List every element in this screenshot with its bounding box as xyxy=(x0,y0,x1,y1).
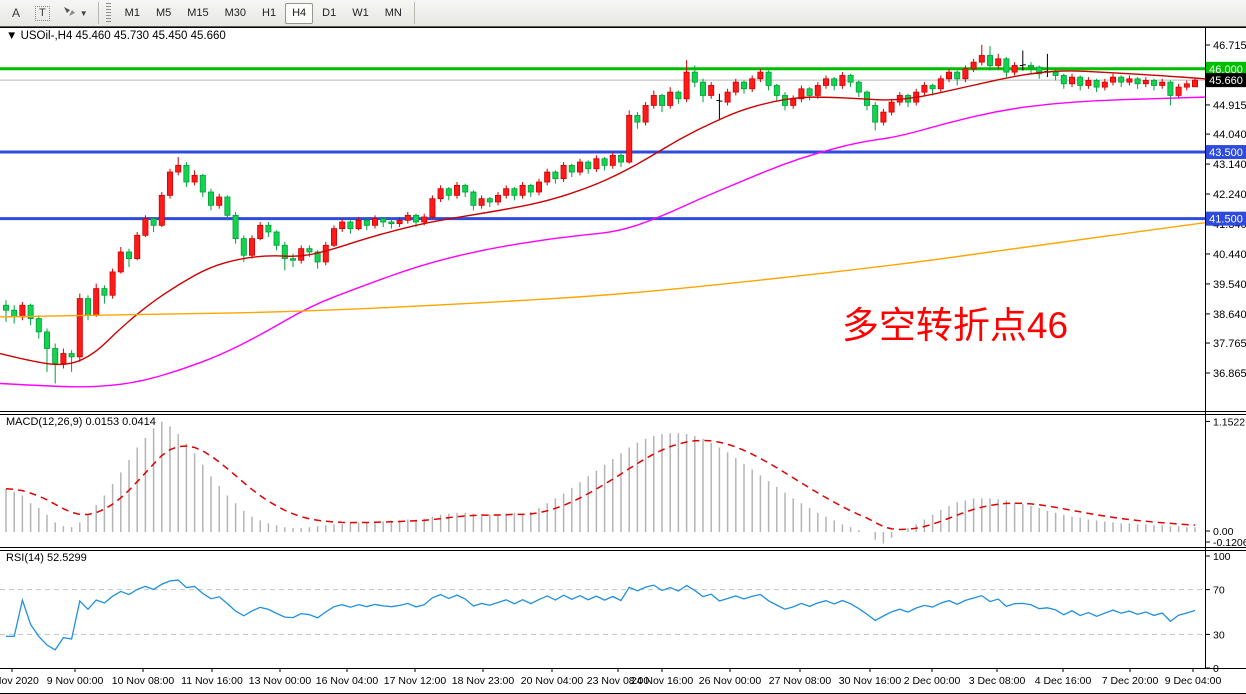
chinese-annotation-text: 多空转折点46 xyxy=(842,305,1068,346)
timeframe-button-mn[interactable]: MN xyxy=(384,7,402,19)
rsi-indicator-label: RSI(14) 52.5299 xyxy=(6,552,87,564)
annotate-letter-button[interactable]: A xyxy=(11,6,20,20)
toolbar-separator xyxy=(97,2,99,24)
arrows-objects-button[interactable]: ▼ xyxy=(57,3,93,24)
time-axis-label: 16 Nov 04:00 xyxy=(316,675,379,687)
timeframe-button-m1[interactable]: M1 xyxy=(124,7,140,19)
macd-indicator-label: MACD(12,26,9) 0.0153 0.0414 xyxy=(6,416,156,428)
price-axis-tick: 43.140 xyxy=(1213,159,1246,171)
timeframe-button-h1[interactable]: H1 xyxy=(262,7,277,19)
rsi-axis-tick: 30 xyxy=(1213,629,1225,641)
time-axis-label: 9 Dec 04:00 xyxy=(1165,675,1222,687)
rsi-axis-tick: 0 xyxy=(1213,663,1219,675)
timeframe-button-group: M1 M5 M15 M30 H1 H4 D1 W1 MN xyxy=(118,2,409,24)
price-axis-tick: 37.765 xyxy=(1213,338,1246,350)
text-box-icon: T xyxy=(35,5,50,21)
time-axis-label: 27 Nov 08:00 xyxy=(769,675,832,687)
time-axis-label: 23 Nov 08:00 xyxy=(587,675,650,687)
timeframe-button-d1[interactable]: D1 xyxy=(322,7,337,19)
symbol-ohlc-readout: ▼ USOil-,H4 45.460 45.730 45.450 45.660 xyxy=(6,30,226,42)
timeframe-button-w1[interactable]: W1 xyxy=(352,7,369,19)
price-axis-tick: 36.865 xyxy=(1213,368,1246,380)
chevron-down-icon: ▼ xyxy=(79,8,88,18)
level-price-badge-label: 46.000 xyxy=(1209,64,1243,76)
price-axis-tick: 40.440 xyxy=(1213,249,1246,261)
macd-axis-tick: -0.1206 xyxy=(1213,537,1246,549)
time-axis-label: 17 Nov 12:00 xyxy=(384,675,447,687)
time-axis-label: 4 Dec 16:00 xyxy=(1035,675,1092,687)
time-axis-label: 30 Nov 16:00 xyxy=(839,675,902,687)
time-axis-label: 24 Nov 16:00 xyxy=(631,675,694,687)
moving-average-fast xyxy=(0,70,1206,366)
moving-average-slow xyxy=(0,221,1206,318)
level-price-badge xyxy=(1206,211,1246,226)
time-axis-label: 18 Nov 23:00 xyxy=(452,675,515,687)
price-axis-tick: 38.640 xyxy=(1213,309,1246,321)
macd-axis-tick: 1.1522 xyxy=(1213,416,1245,428)
price-axis-tick: 42.240 xyxy=(1213,189,1246,201)
time-axis-label: 7 Dec 20:00 xyxy=(1102,675,1159,687)
arrows-icon xyxy=(62,5,77,21)
level-price-badge-label: 41.500 xyxy=(1209,214,1243,226)
symbol-collapse-icon[interactable]: ▼ xyxy=(6,30,21,42)
time-axis-label: 5 Nov 2020 xyxy=(0,675,39,687)
time-axis-label: 11 Nov 16:00 xyxy=(181,675,243,687)
timeframe-button-m30[interactable]: M30 xyxy=(224,7,247,19)
time-axis-label: 3 Dec 08:00 xyxy=(969,675,1026,687)
time-axis-label: 26 Nov 00:00 xyxy=(699,675,762,687)
macd-axis-tick: 0.00 xyxy=(1213,526,1234,538)
chart-toolbar: A T ▼ M1 M5 M15 M30 H1 H4 D1 W1 MN xyxy=(0,0,1246,27)
price-axis-tick: 39.540 xyxy=(1213,279,1246,291)
time-axis-label: 10 Nov 08:00 xyxy=(112,675,175,687)
price-axis-tick: 46.715 xyxy=(1213,40,1246,52)
price-axis-tick: 44.040 xyxy=(1213,129,1246,141)
rsi-axis-tick: 70 xyxy=(1213,585,1225,597)
rsi-axis-tick: 100 xyxy=(1213,551,1231,563)
text-label-button[interactable]: T xyxy=(30,3,55,24)
toolbar-grip-handle[interactable] xyxy=(105,3,111,23)
level-price-badge xyxy=(1206,61,1246,76)
time-axis-label: 2 Dec 00:00 xyxy=(904,675,961,687)
level-price-badge xyxy=(1206,145,1246,160)
moving-average-mid xyxy=(0,96,1206,388)
current-price-badge xyxy=(1206,73,1246,88)
time-axis-label: 20 Nov 04:00 xyxy=(521,675,584,687)
timeframe-button-h4[interactable]: H4 xyxy=(285,2,314,24)
time-axis-label: 9 Nov 00:00 xyxy=(47,675,104,687)
level-price-badge-label: 43.500 xyxy=(1209,147,1243,159)
timeframe-button-m15[interactable]: M15 xyxy=(187,7,209,19)
current-price-badge-label: 45.660 xyxy=(1209,75,1243,87)
price-axis-tick: 44.915 xyxy=(1213,100,1246,112)
chart-canvas: 46.71544.91544.04043.14042.24041.34040.4… xyxy=(0,27,1246,694)
timeframe-button-m5[interactable]: M5 xyxy=(155,7,172,19)
toolbar-separator-2 xyxy=(413,2,415,24)
time-axis-label: 13 Nov 00:00 xyxy=(249,675,312,687)
